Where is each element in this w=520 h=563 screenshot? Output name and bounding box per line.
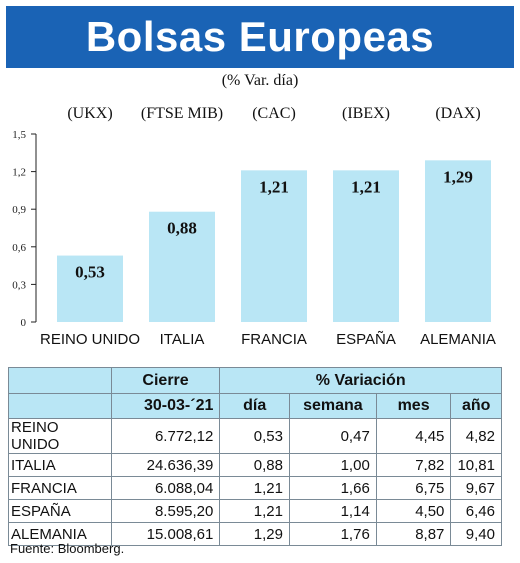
index-code-label: (UKX) (67, 105, 112, 122)
header-cierre: Cierre (110, 367, 221, 394)
source-note: Fuente: Bloomberg. (10, 541, 125, 556)
category-label: ESPAÑA (336, 331, 396, 348)
index-code-label: (CAC) (252, 105, 296, 122)
table-row: ITALIA 24.636,39 0,88 1,00 7,82 10,81 (8, 453, 502, 477)
row-mes: 7,82 (375, 453, 452, 477)
index-code-label: (IBEX) (342, 105, 390, 122)
row-cierre: 6.088,04 (110, 476, 221, 500)
category-label: ALEMANIA (420, 331, 496, 348)
table-row: ESPAÑA 8.595,20 1,21 1,14 4,50 6,46 (8, 499, 502, 523)
index-code-label: (DAX) (435, 105, 480, 122)
bar (57, 255, 123, 322)
bar-value-label: 0,53 (75, 263, 105, 282)
header-semana: semana (288, 393, 377, 419)
table-row: ALEMANIA 15.008,61 1,29 1,76 8,87 9,40 (8, 522, 502, 546)
row-anio: 10,81 (450, 453, 502, 477)
row-anio: 9,40 (450, 522, 502, 546)
y-tick-label: 0,3 (12, 279, 26, 291)
subheader-blank-cell (8, 393, 112, 419)
y-tick-label: 0,9 (12, 204, 26, 216)
category-label: REINO UNIDO (40, 331, 140, 348)
table-row: REINO UNIDO 6.772,12 0,53 0,47 4,45 4,82 (8, 418, 502, 454)
row-dia: 1,21 (219, 499, 290, 523)
y-tick-label: 1,2 (12, 167, 26, 179)
row-anio: 4,82 (450, 418, 502, 454)
row-name: REINO UNIDO (8, 418, 112, 454)
row-name: ITALIA (8, 453, 112, 477)
row-mes: 4,45 (375, 418, 452, 454)
row-mes: 8,87 (375, 522, 452, 546)
header-anio: año (450, 393, 502, 419)
row-anio: 6,46 (450, 499, 502, 523)
title-banner: Bolsas Europeas (6, 6, 514, 68)
bar-value-label: 0,88 (167, 219, 197, 238)
header-dia: día (219, 393, 290, 419)
header-mes: mes (375, 393, 452, 419)
table-row: FRANCIA 6.088,04 1,21 1,66 6,75 9,67 (8, 476, 502, 500)
category-label: FRANCIA (241, 331, 307, 348)
row-semana: 1,00 (288, 453, 377, 477)
chart-subtitle: (% Var. día) (221, 72, 299, 89)
bar (333, 170, 399, 322)
chart-title: Bolsas Europeas (85, 13, 435, 60)
header-date: 30-03-´21 (110, 393, 221, 419)
table-header-row: Cierre % Variación (8, 367, 502, 394)
row-dia: 0,88 (219, 453, 290, 477)
row-semana: 1,14 (288, 499, 377, 523)
row-cierre: 15.008,61 (110, 522, 221, 546)
row-semana: 0,47 (288, 418, 377, 454)
row-name: ALEMANIA (8, 522, 112, 546)
row-dia: 0,53 (219, 418, 290, 454)
row-cierre: 24.636,39 (110, 453, 221, 477)
bar-value-label: 1,29 (443, 167, 473, 186)
row-cierre: 6.772,12 (110, 418, 221, 454)
data-table: Cierre % Variación 30-03-´21 día semana … (8, 367, 502, 546)
bar (149, 211, 215, 322)
row-mes: 4,50 (375, 499, 452, 523)
table-subheader-row: 30-03-´21 día semana mes año (8, 393, 502, 419)
row-dia: 1,29 (219, 522, 290, 546)
bar (241, 170, 307, 322)
bar-chart: 0 0,3 0,6 0,9 1,2 1,5 (UKX) 0,53 REINO UNIDO (FTS… (12, 105, 496, 348)
row-cierre: 8.595,20 (110, 499, 221, 523)
bar-value-label: 1,21 (259, 177, 289, 196)
y-tick-label: 1,5 (12, 129, 26, 141)
y-tick-label: 0,6 (12, 242, 26, 254)
bar (425, 160, 491, 322)
row-anio: 9,67 (450, 476, 502, 500)
header-variacion: % Variación (219, 367, 502, 394)
bar-value-label: 1,21 (351, 177, 381, 196)
row-semana: 1,76 (288, 522, 377, 546)
row-name: ESPAÑA (8, 499, 112, 523)
y-tick-label: 0 (21, 317, 27, 329)
category-label: ITALIA (160, 331, 205, 348)
header-blank-cell (8, 367, 112, 394)
row-semana: 1,66 (288, 476, 377, 500)
row-dia: 1,21 (219, 476, 290, 500)
row-name: FRANCIA (8, 476, 112, 500)
index-code-label: (FTSE MIB) (141, 105, 223, 122)
row-mes: 6,75 (375, 476, 452, 500)
